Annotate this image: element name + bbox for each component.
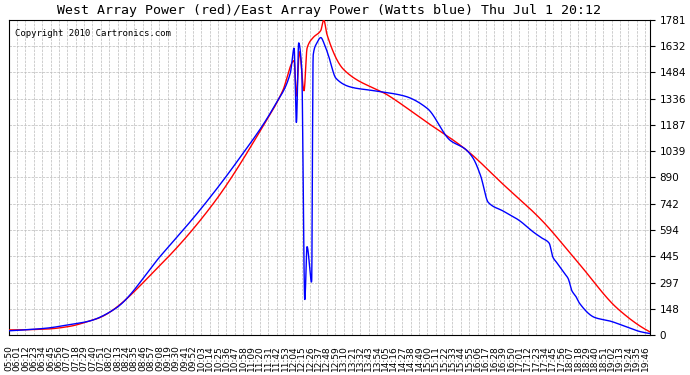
Text: Copyright 2010 Cartronics.com: Copyright 2010 Cartronics.com xyxy=(15,29,171,38)
Title: West Array Power (red)/East Array Power (Watts blue) Thu Jul 1 20:12: West Array Power (red)/East Array Power … xyxy=(57,4,601,17)
